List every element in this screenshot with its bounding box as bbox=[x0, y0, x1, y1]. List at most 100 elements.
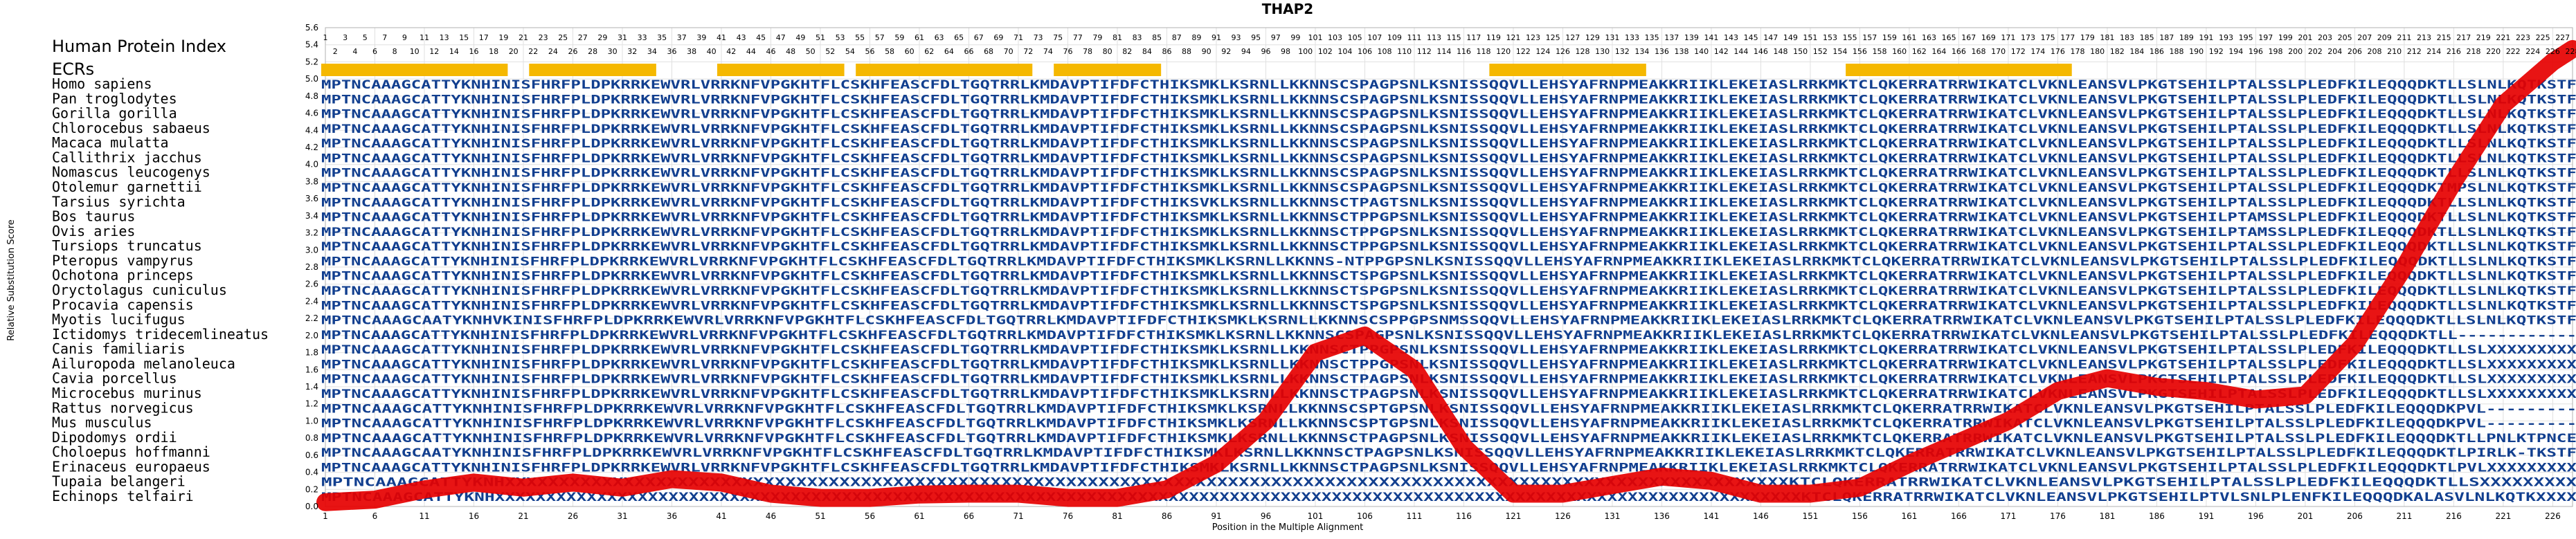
hpi-number: 85 bbox=[1152, 33, 1162, 42]
hpi-number: 191 bbox=[2199, 33, 2213, 42]
x-tick-label: 141 bbox=[1703, 511, 1719, 521]
hpi-number: 105 bbox=[1348, 33, 1362, 42]
hpi-number: 7 bbox=[382, 33, 387, 42]
species-sequence: MPTNCAAAGCATTYKNHINISFHRFPLDPKRRKEWVRLVR… bbox=[321, 329, 2576, 342]
x-tick-label: 131 bbox=[1604, 511, 1620, 521]
hpi-number: 151 bbox=[1803, 33, 1817, 42]
hpi-number: 31 bbox=[618, 33, 627, 42]
hpi-number: 185 bbox=[2140, 33, 2154, 42]
hpi-number: 194 bbox=[2228, 47, 2243, 56]
hpi-number: 44 bbox=[746, 47, 756, 56]
x-tick-label: 226 bbox=[2545, 511, 2561, 521]
species-sequence: MPTNCAAAGCATTYKNHINISFHRFPLDPKRRKEWVRLVR… bbox=[321, 284, 2576, 298]
hpi-number: 223 bbox=[2516, 33, 2530, 42]
hpi-number: 17 bbox=[479, 33, 489, 42]
hpi-number: 131 bbox=[1605, 33, 1619, 42]
hpi-number: 37 bbox=[677, 33, 687, 42]
hpi-number: 132 bbox=[1615, 47, 1630, 56]
y-tick-label: 0.4 bbox=[305, 468, 318, 477]
species-sequence: MPTNCAAAGCATTYKNHINISFHRFPLDPKRRKEWVRLVR… bbox=[321, 270, 2576, 283]
hpi-number: 76 bbox=[1063, 47, 1072, 56]
x-tick-label: 161 bbox=[1901, 511, 1917, 521]
y-tick-label: 4.2 bbox=[305, 143, 318, 152]
hpi-number: 190 bbox=[2189, 47, 2204, 56]
x-tick-label: 91 bbox=[1211, 511, 1221, 521]
hpi-number: 163 bbox=[1922, 33, 1936, 42]
hpi-number: 93 bbox=[1232, 33, 1241, 42]
hpi-number: 86 bbox=[1162, 47, 1171, 56]
hpi-number: 40 bbox=[707, 47, 717, 56]
hpi-number: 25 bbox=[558, 33, 568, 42]
hpi-number: 92 bbox=[1221, 47, 1231, 56]
hpi-number: 81 bbox=[1113, 33, 1122, 42]
x-tick-label: 121 bbox=[1505, 511, 1521, 521]
x-tick-label: 111 bbox=[1406, 511, 1422, 521]
species-sequence: MPTNCAAAGCATTYKNHINISFHRFPLDPKRRKEWVRLVR… bbox=[321, 167, 2576, 180]
x-tick-label: 51 bbox=[815, 511, 825, 521]
hpi-number: 173 bbox=[2021, 33, 2035, 42]
hpi-number: 60 bbox=[905, 47, 915, 56]
species-sequence: MPTNCAAAGCATTYKNHINISFHRFPLDPKRRKEWVRLVR… bbox=[321, 373, 2576, 386]
hpi-number: 78 bbox=[1083, 47, 1092, 56]
x-axis-title: Position in the Multiple Alignment bbox=[1212, 522, 1364, 533]
y-tick-label: 3.4 bbox=[305, 211, 318, 221]
hpi-number: 100 bbox=[1298, 47, 1313, 56]
hpi-number: 107 bbox=[1367, 33, 1382, 42]
hpi-number: 165 bbox=[1942, 33, 1956, 42]
hpi-number: 150 bbox=[1793, 47, 1808, 56]
x-tick-label: 1 bbox=[323, 511, 328, 521]
hpi-number: 47 bbox=[776, 33, 786, 42]
hpi-number: 88 bbox=[1182, 47, 1191, 56]
hpi-number: 51 bbox=[816, 33, 825, 42]
x-tick-label: 16 bbox=[469, 511, 479, 521]
x-tick-label: 56 bbox=[865, 511, 875, 521]
hpi-number: 192 bbox=[2209, 47, 2224, 56]
hpi-number: 210 bbox=[2387, 47, 2402, 56]
hpi-number: 11 bbox=[420, 33, 429, 42]
hpi-number: 9 bbox=[402, 33, 407, 42]
hpi-number: 200 bbox=[2288, 47, 2303, 56]
hpi-number: 176 bbox=[2051, 47, 2065, 56]
y-tick-label: 2.6 bbox=[305, 280, 318, 289]
x-tick-label: 101 bbox=[1308, 511, 1324, 521]
hpi-number: 91 bbox=[1212, 33, 1221, 42]
hpi-number: 119 bbox=[1486, 33, 1501, 42]
hpi-number: 36 bbox=[667, 47, 676, 56]
species-sequence: MPTNCAAAGCATTYKNHINISFHRFPLDPKRRKEWVRLVR… bbox=[321, 78, 2576, 91]
ecr-group bbox=[321, 64, 2072, 76]
y-tick-label: 0.8 bbox=[305, 433, 318, 443]
hpi-number: 186 bbox=[2150, 47, 2164, 56]
hpi-number: 102 bbox=[1318, 47, 1333, 56]
hpi-number: 179 bbox=[2080, 33, 2095, 42]
hpi-number: 57 bbox=[875, 33, 885, 42]
hpi-number: 19 bbox=[498, 33, 508, 42]
y-tick-label: 1.2 bbox=[305, 399, 318, 409]
hpi-number: 12 bbox=[429, 47, 439, 56]
hpi-number: 52 bbox=[825, 47, 835, 56]
hpi-number: 216 bbox=[2447, 47, 2461, 56]
hpi-number: 188 bbox=[2170, 47, 2184, 56]
hpi-number: 214 bbox=[2426, 47, 2441, 56]
hpi-number: 66 bbox=[964, 47, 973, 56]
hpi-number: 75 bbox=[1053, 33, 1063, 42]
hpi-number: 110 bbox=[1397, 47, 1412, 56]
hpi-number: 220 bbox=[2486, 47, 2501, 56]
x-tick-label: 66 bbox=[964, 511, 974, 521]
hpi-number: 30 bbox=[608, 47, 618, 56]
hpi-number: 170 bbox=[1991, 47, 2006, 56]
x-tick-label: 61 bbox=[914, 511, 924, 521]
x-tick-label: 181 bbox=[2099, 511, 2115, 521]
hpi-number: 144 bbox=[1733, 47, 1748, 56]
species-sequence: MPTNCAAAGCATTYKNHINISFHRFPLDPKRRKEWVRLVR… bbox=[321, 108, 2576, 121]
hpi-number: 209 bbox=[2377, 33, 2392, 42]
hpi-number: 126 bbox=[1556, 47, 1570, 56]
hpi-number: 202 bbox=[2308, 47, 2323, 56]
hpi-number: 162 bbox=[1912, 47, 1927, 56]
hpi-number: 125 bbox=[1546, 33, 1560, 42]
hpi-number: 111 bbox=[1407, 33, 1421, 42]
hpi-number: 101 bbox=[1308, 33, 1322, 42]
hpi-number: 64 bbox=[944, 47, 954, 56]
x-tick-label: 221 bbox=[2495, 511, 2511, 521]
hpi-number: 171 bbox=[2001, 33, 2015, 42]
